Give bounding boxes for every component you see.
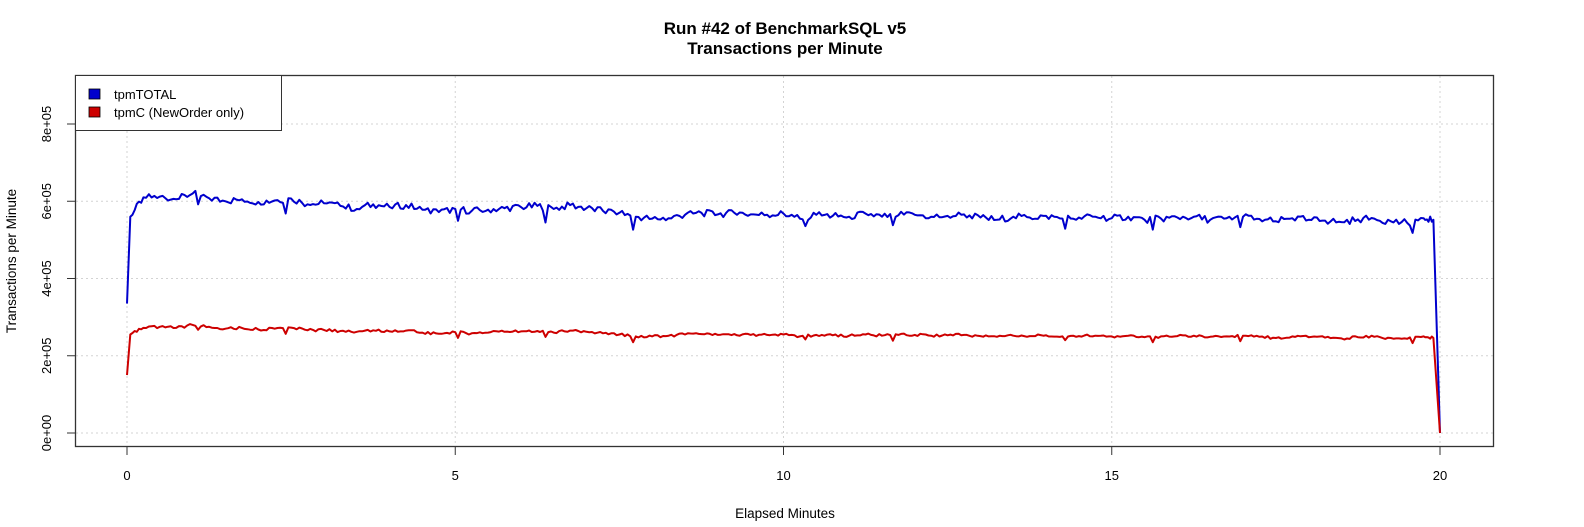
y-tick-label: 2e+05 <box>39 337 54 374</box>
chart-title: Run #42 of BenchmarkSQL v5 <box>664 19 907 38</box>
plot-frame <box>74 74 1495 448</box>
y-tick-label: 4e+05 <box>39 260 54 297</box>
series-line-tpmc <box>126 323 1441 434</box>
x-tick-label: 5 <box>452 468 459 483</box>
legend-swatch-blue-icon <box>88 88 101 100</box>
x-tick-label: 0 <box>123 468 130 483</box>
legend-label-tpmtotal: tpmTOTAL <box>114 87 176 102</box>
x-axis: 0 5 10 15 20 <box>123 447 1447 483</box>
legend-item-tpmc: tpmC (NewOrder only) <box>88 105 244 120</box>
y-axis-label: Transactions per Minute <box>4 189 19 333</box>
legend-swatch-red-icon <box>88 106 101 118</box>
series-lines <box>126 189 1441 434</box>
x-tick-label: 15 <box>1105 468 1119 483</box>
legend-item-tpmtotal: tpmTOTAL <box>88 87 176 102</box>
legend: tpmTOTAL tpmC (NewOrder only) <box>75 75 282 131</box>
y-tick-label: 0e+00 <box>39 415 54 452</box>
grid-lines <box>76 76 1493 446</box>
series-line-tpmtotal <box>126 189 1441 434</box>
legend-box <box>75 75 282 131</box>
y-tick-label: 8e+05 <box>39 106 54 143</box>
y-tick-label: 6e+05 <box>39 183 54 220</box>
y-axis: 0e+00 2e+05 4e+05 6e+05 8e+05 <box>39 106 75 452</box>
legend-label-tpmc: tpmC (NewOrder only) <box>114 105 244 120</box>
x-axis-label: Elapsed Minutes <box>735 506 835 521</box>
x-tick-label: 20 <box>1433 468 1447 483</box>
chart-subtitle: Transactions per Minute <box>687 39 883 58</box>
x-tick-label: 10 <box>776 468 790 483</box>
